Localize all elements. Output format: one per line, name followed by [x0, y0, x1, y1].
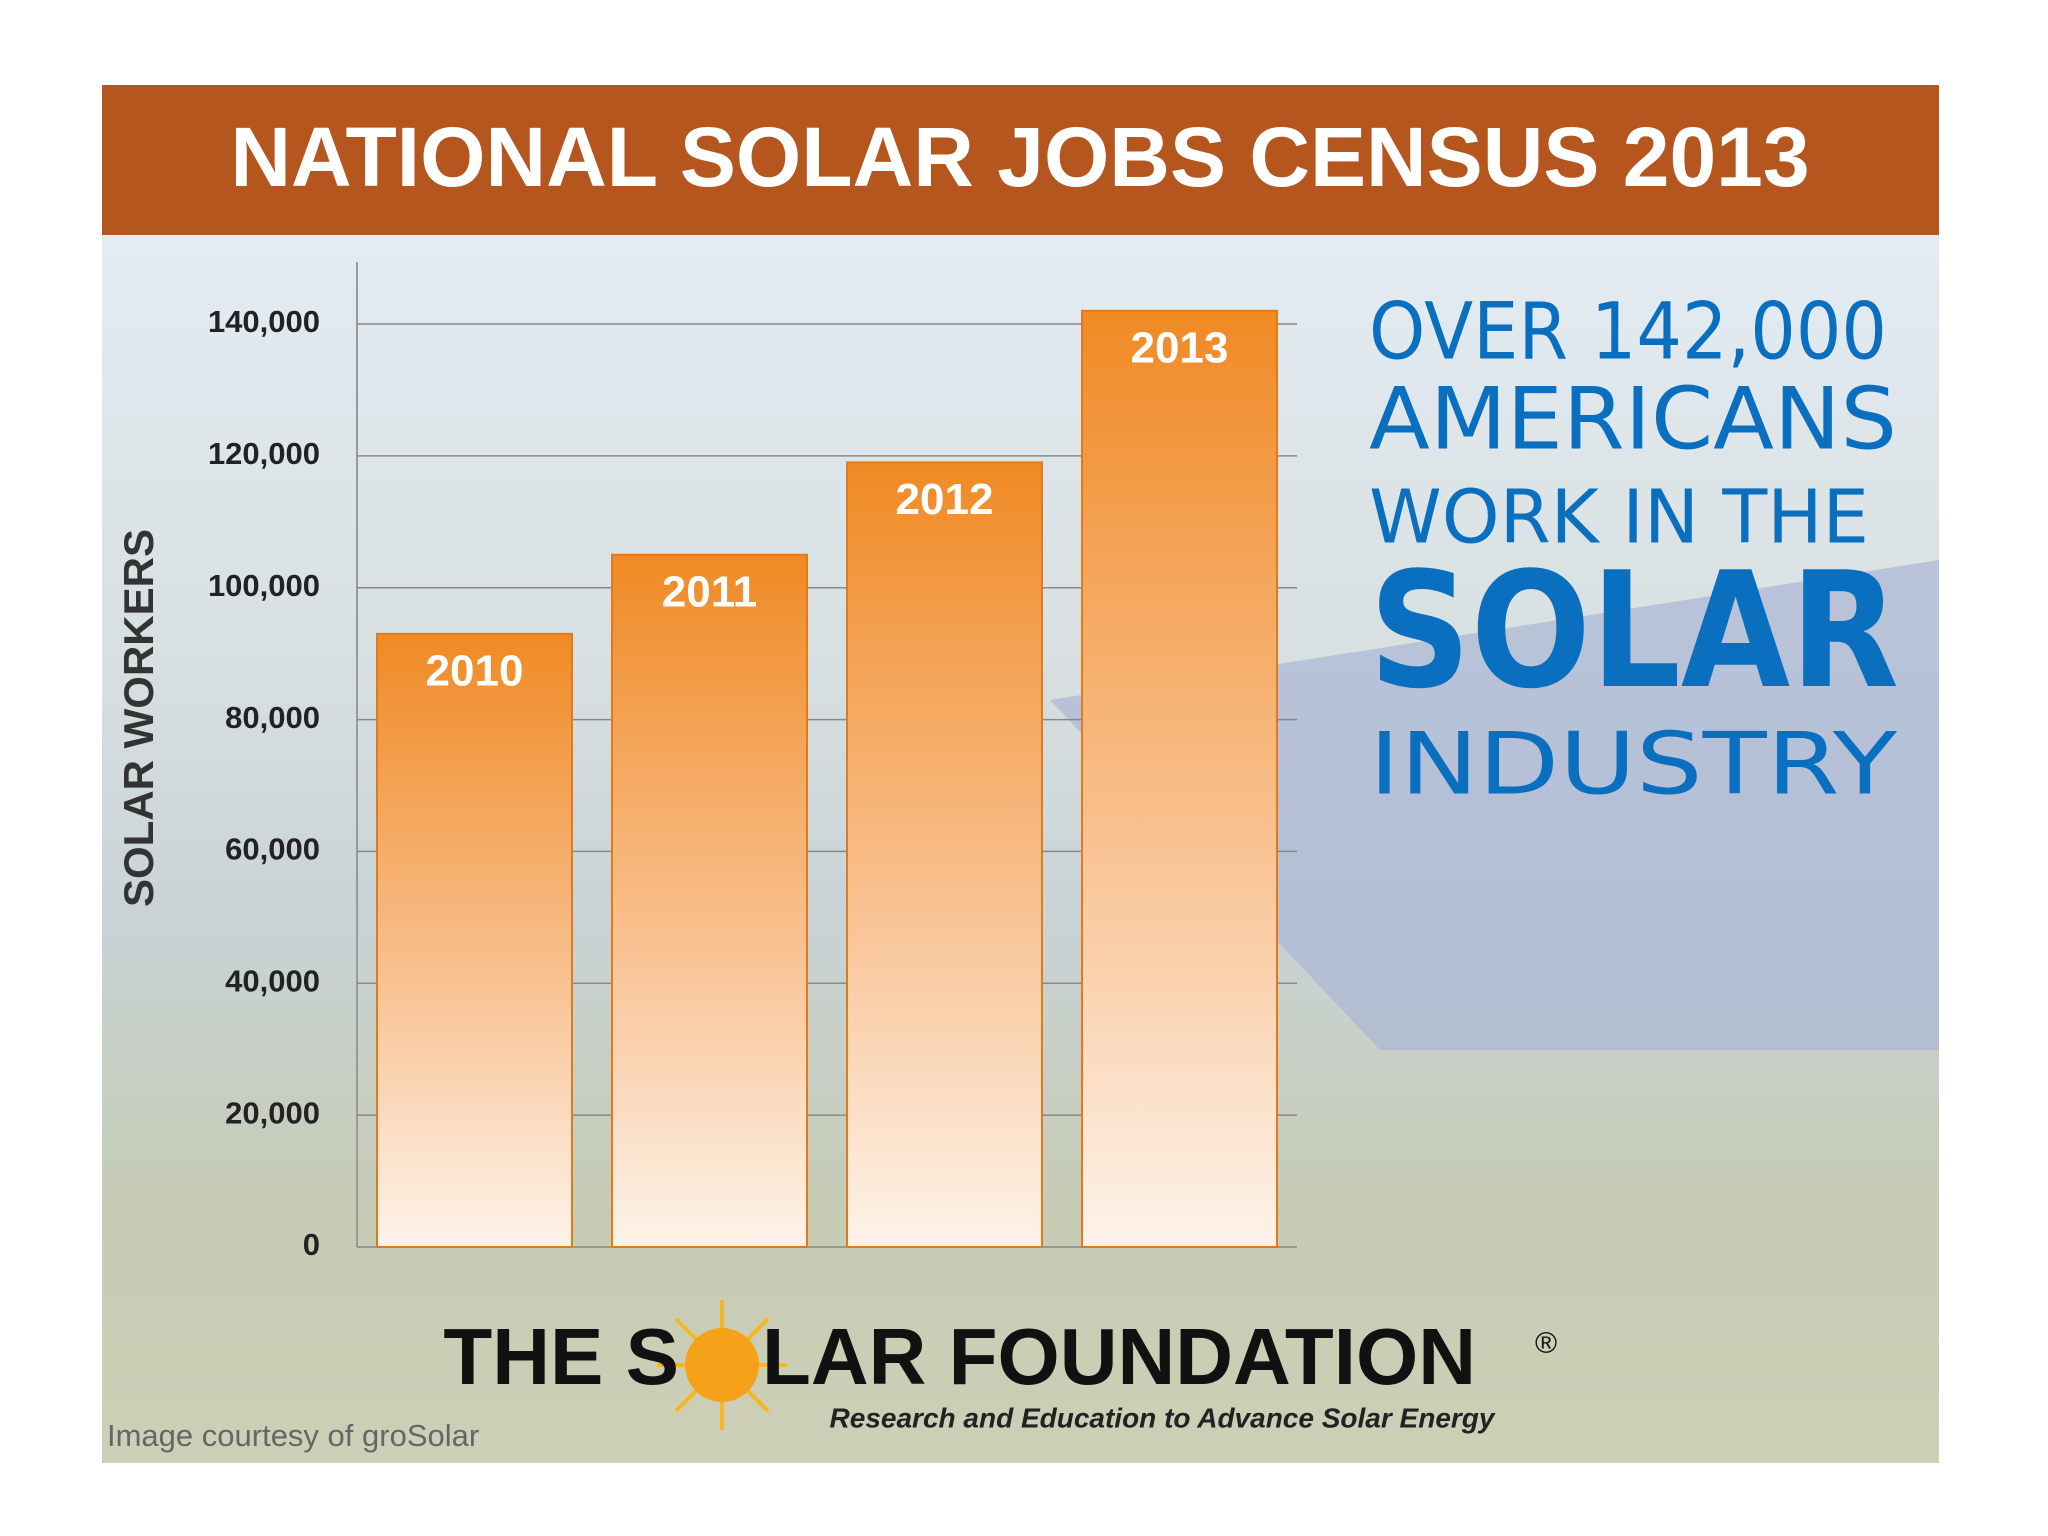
annotation-line: WORK IN THE: [1369, 475, 1869, 561]
y-tick-label: 40,000: [225, 963, 320, 998]
chart-title: NATIONAL SOLAR JOBS CENSUS 2013: [230, 110, 1809, 204]
credit: Image courtesy of groSolar: [107, 1418, 479, 1453]
y-tick-label: 120,000: [208, 436, 320, 471]
y-tick-label: 0: [303, 1227, 320, 1262]
bar: [846, 461, 1043, 1248]
title-banner: [102, 85, 1939, 235]
logo-name-start: THE S: [443, 1312, 679, 1401]
logo-name-end: LAR FOUNDATION: [762, 1312, 1476, 1401]
category-label: 2011: [662, 567, 757, 616]
logo: THE S LAR FOUNDATION ® Research and Educ…: [443, 1300, 1557, 1433]
y-axis-label: SOLAR WORKERS: [115, 529, 162, 907]
y-tick-label: 100,000: [208, 568, 320, 603]
category-label: 2013: [1131, 323, 1229, 372]
y-tick-label: 60,000: [225, 832, 320, 867]
bar: [611, 553, 808, 1248]
category-label: 2010: [426, 646, 524, 695]
logo-mark: ®: [1535, 1327, 1557, 1360]
bar: [1081, 309, 1278, 1249]
y-tick-label: 20,000: [225, 1095, 320, 1130]
annotation-line: OVER 142,000: [1369, 287, 1887, 377]
annotation-line: AMERICANS: [1369, 369, 1897, 469]
logo-tagline: Research and Education to Advance Solar …: [830, 1402, 1496, 1433]
y-tick-label: 80,000: [225, 700, 320, 735]
category-label: 2012: [896, 475, 994, 524]
y-tick-label: 140,000: [208, 304, 320, 339]
annotation-line: INDUSTRY: [1369, 714, 1898, 814]
annotation-line: SOLAR: [1369, 537, 1899, 724]
bar: [376, 632, 573, 1248]
